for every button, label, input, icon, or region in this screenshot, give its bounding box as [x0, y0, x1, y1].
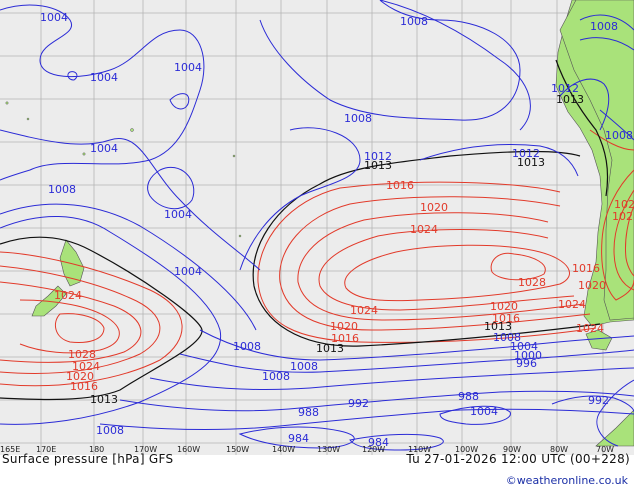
isobar-label: 1004 — [470, 405, 498, 418]
isobar-label: 1024 — [72, 360, 100, 373]
reference-labels: 1013 1013 1013 1013 1013 1013 — [90, 93, 584, 406]
lon-tick: 130W — [317, 445, 340, 454]
isobar-label: 984 — [368, 436, 389, 449]
isobar-label: 1016 — [572, 262, 600, 275]
high-pressure-isobars — [0, 129, 634, 387]
isobar-label: 1016 — [331, 332, 359, 345]
isobar-label: 1028 — [614, 198, 634, 211]
isobar-label: 1013 — [316, 342, 344, 355]
isobar-label: 992 — [348, 397, 369, 410]
isobar-label: 1016 — [70, 380, 98, 393]
isobar-label: 1004 — [174, 265, 202, 278]
isobar-label: 988 — [458, 390, 479, 403]
pacific-islands — [5, 101, 242, 238]
isobar-label: 1028 — [68, 348, 96, 361]
isobar-label: 1008 — [262, 370, 290, 383]
lon-tick: 100W — [455, 445, 478, 454]
lon-tick: 170W — [134, 445, 157, 454]
lon-tick: 90W — [503, 445, 521, 454]
isobar-label: 1008 — [344, 112, 372, 125]
lon-tick: 170E — [36, 445, 56, 454]
longitude-ticks: 165E 170E 180 170W 160W 150W 140W 130W 1… — [0, 445, 614, 454]
tierra-del-fuego — [585, 329, 613, 351]
isobar-label: 1012 — [551, 82, 579, 95]
isobar-label: 1013 — [364, 159, 392, 172]
isobar-label: 1004 — [164, 208, 192, 221]
graticule — [0, 0, 634, 455]
isobar-label: 1020 — [66, 370, 94, 383]
isobar-label: 1008 — [48, 183, 76, 196]
lon-tick: 140W — [272, 445, 295, 454]
isobar-label: 1013 — [517, 156, 545, 169]
map-title: Surface pressure [hPa] GFS — [2, 452, 174, 466]
high-pressure-labels: 1016 1020 1024 1028 1024 1020 1016 1024 … — [54, 179, 634, 393]
isobar-label: 1008 — [290, 360, 318, 373]
isobar-label: 1028 — [612, 210, 634, 223]
isobar-label: 1008 — [233, 340, 261, 353]
isobar-label: 1004 — [90, 142, 118, 155]
isobar-label: 1024 — [558, 298, 586, 311]
isobar-label: 1008 — [493, 331, 521, 344]
isobar-label: 1024 — [350, 304, 378, 317]
isobar-label: 1016 — [386, 179, 414, 192]
valid-time: Tu 27-01-2026 12:00 UTC (00+228) — [406, 452, 630, 466]
isobar-label: 1004 — [90, 71, 118, 84]
low-pressure-labels: 1004 1008 1004 1004 1004 1008 1008 1004 … — [40, 11, 633, 449]
isobar-label: 1013 — [90, 393, 118, 406]
lon-tick: 165E — [0, 445, 20, 454]
isobar-label: 1020 — [420, 201, 448, 214]
isobar-label: 1020 — [490, 300, 518, 313]
lon-tick: 70W — [596, 445, 614, 454]
antarctic-peninsula — [595, 409, 634, 447]
isobar-label: 1008 — [605, 129, 633, 142]
isobar-label: 1020 — [578, 279, 606, 292]
isobar-label: 1004 — [40, 11, 68, 24]
isobar-label: 1024 — [54, 289, 82, 302]
isobar-label: 992 — [588, 394, 609, 407]
isobar-label: 1020 — [330, 320, 358, 333]
pressure-map: 1004 1008 1004 1004 1004 1008 1008 1004 … — [0, 0, 634, 455]
lon-tick: 150W — [226, 445, 249, 454]
isobar-label: 1000 — [514, 349, 542, 362]
south-america-inland — [559, 0, 634, 321]
isobar-label: 996 — [516, 357, 537, 370]
isobar-label: 1024 — [576, 322, 604, 335]
credit-link[interactable]: ©weatheronline.co.uk — [505, 474, 628, 487]
isobar-label: 1013 — [484, 320, 512, 333]
isobar-label: 988 — [298, 406, 319, 419]
isobar-label: 1004 — [510, 340, 538, 353]
reference-isobars — [0, 59, 609, 401]
map-footer: Surface pressure [hPa] GFS Tu 27-01-2026… — [0, 452, 634, 490]
lon-tick: 80W — [550, 445, 568, 454]
isobar-label: 1016 — [492, 312, 520, 325]
isobar-label: 1012 — [512, 147, 540, 160]
isobar-label: 1004 — [174, 61, 202, 74]
low-pressure-isobars — [0, 0, 634, 451]
isobar-label: 1012 — [364, 150, 392, 163]
isobar-label: 1008 — [590, 20, 618, 33]
isobar-label: 984 — [288, 432, 309, 445]
isobar-label: 1013 — [556, 93, 584, 106]
lon-tick: 160W — [177, 445, 200, 454]
isobar-label: 1008 — [96, 424, 124, 437]
lon-tick: 180 — [89, 445, 104, 454]
isobar-label: 1028 — [518, 276, 546, 289]
isobar-label: 1008 — [400, 15, 428, 28]
isobar-label: 1024 — [410, 223, 438, 236]
ocean-background — [0, 0, 634, 455]
lon-tick: 110W — [408, 445, 431, 454]
lon-tick: 120W — [362, 445, 385, 454]
